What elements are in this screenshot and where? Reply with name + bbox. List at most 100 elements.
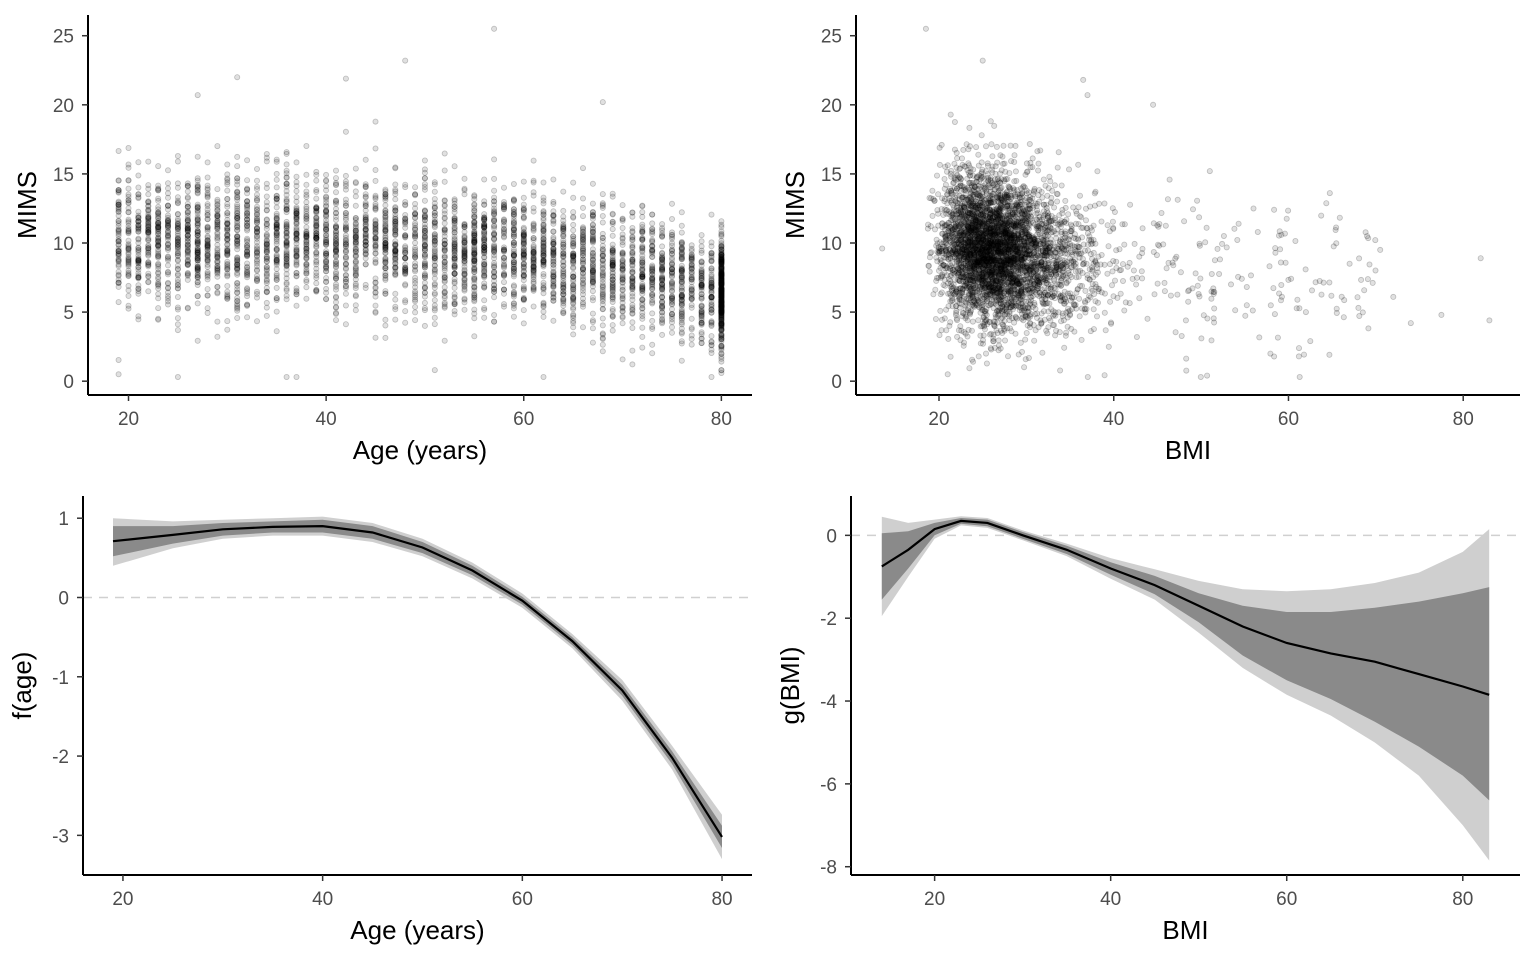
scatter-point	[313, 249, 320, 256]
scatter-point	[234, 307, 241, 314]
scatter-point	[481, 273, 488, 280]
scatter-point	[155, 279, 162, 286]
scatter-point	[431, 275, 438, 282]
scatter-point	[145, 215, 152, 222]
scatter-point	[125, 193, 132, 200]
scatter-point	[510, 282, 517, 289]
scatter-point	[510, 300, 517, 307]
scatter-point	[412, 233, 419, 240]
scatter-point	[599, 219, 606, 226]
scatter-point	[599, 230, 606, 237]
scatter-point	[204, 276, 211, 283]
scatter-point	[323, 278, 330, 285]
scatter-point	[421, 235, 428, 242]
scatter-point	[362, 214, 369, 221]
scatter-point	[481, 239, 488, 246]
scatter-point	[510, 217, 517, 224]
scatter-point	[649, 285, 656, 292]
scatter-point	[659, 275, 666, 282]
scatter-point	[145, 220, 152, 227]
scatter-point	[619, 266, 626, 273]
scatter-point	[412, 303, 419, 310]
scatter-point	[244, 248, 251, 255]
scatter-point	[234, 194, 241, 201]
x-tick-label: 20	[118, 409, 139, 430]
scatter-point	[678, 316, 685, 323]
scatter-point	[204, 224, 211, 231]
scatter-point	[194, 281, 201, 288]
scatter-point	[382, 191, 389, 198]
scatter-point	[718, 231, 725, 238]
scatter-point	[204, 292, 211, 299]
scatter-point	[1326, 279, 1333, 286]
scatter-point	[204, 240, 211, 247]
scatter-point	[224, 209, 231, 216]
scatter-point	[678, 285, 685, 292]
scatter-point	[718, 308, 725, 315]
scatter-point	[991, 122, 998, 129]
scatter-point	[540, 194, 547, 201]
scatter-point	[570, 265, 577, 272]
scatter-point	[639, 252, 646, 259]
scatter-point	[540, 300, 547, 307]
scatter-point	[639, 312, 646, 319]
scatter-point	[649, 325, 656, 332]
scatter-point	[560, 285, 567, 292]
scatter-point	[412, 200, 419, 207]
scatter-point	[115, 186, 122, 193]
scatter-point	[421, 166, 428, 173]
scatter-point	[510, 197, 517, 204]
scatter-point	[135, 212, 142, 219]
scatter-point	[659, 318, 666, 325]
scatter-point	[382, 193, 389, 200]
scatter-point	[273, 276, 280, 283]
scatter-point	[135, 285, 142, 292]
scatter-point	[164, 236, 171, 243]
scatter-point	[491, 236, 498, 243]
scatter-point	[224, 225, 231, 232]
scatter-point	[599, 348, 606, 355]
scatter-point	[244, 301, 251, 308]
scatter-point	[372, 302, 379, 309]
y-tick-label: 20	[53, 96, 74, 117]
scatter-point	[313, 280, 320, 287]
scatter-point	[402, 308, 409, 315]
scatter-point	[993, 143, 1000, 150]
scatter-point	[619, 313, 626, 320]
scatter-point	[323, 222, 330, 229]
scatter-point	[253, 243, 260, 250]
scatter-point	[431, 203, 438, 210]
scatter-point	[678, 246, 685, 253]
scatter-point	[421, 305, 428, 312]
scatter-point	[362, 207, 369, 214]
scatter-point	[431, 321, 438, 328]
scatter-point	[214, 143, 221, 150]
scatter-point	[580, 275, 587, 282]
scatter-point	[273, 232, 280, 239]
scatter-point	[342, 128, 349, 135]
scatter-point	[669, 288, 676, 295]
scatter-point	[471, 268, 478, 275]
scatter-point	[372, 308, 379, 315]
scatter-point	[659, 274, 666, 281]
scatter-point	[988, 141, 995, 148]
scatter-point	[204, 206, 211, 213]
scatter-point	[342, 249, 349, 256]
scatter-point	[540, 226, 547, 233]
scatter-point	[491, 235, 498, 242]
scatter-point	[589, 208, 596, 215]
scatter-point	[431, 231, 438, 238]
scatter-point	[293, 235, 300, 242]
scatter-point	[214, 186, 221, 193]
scatter-point	[659, 243, 666, 250]
scatter-point	[1372, 267, 1379, 274]
scatter-point	[332, 286, 339, 293]
scatter-point	[313, 286, 320, 293]
scatter-point	[481, 254, 488, 261]
scatter-point	[263, 158, 270, 165]
scatter-point	[510, 211, 517, 218]
scatter-point	[530, 254, 537, 261]
scatter-point	[392, 251, 399, 258]
scatter-point	[402, 184, 409, 191]
